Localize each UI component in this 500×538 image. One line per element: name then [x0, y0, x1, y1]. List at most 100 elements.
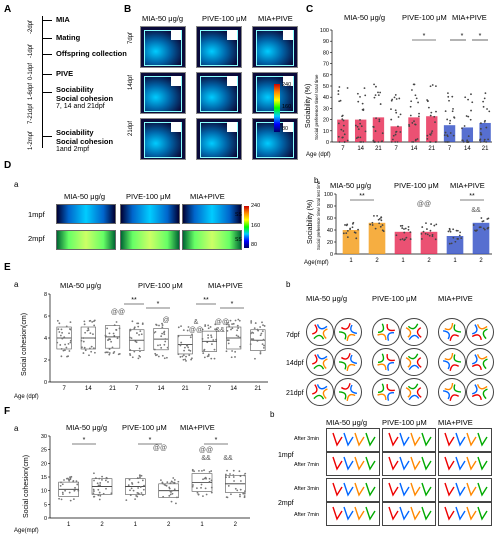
data-point [164, 340, 167, 343]
data-point [81, 346, 83, 349]
significance-mark: && [215, 327, 225, 334]
data-point [231, 327, 234, 330]
data-point [403, 231, 406, 234]
data-point [411, 89, 413, 91]
db-ylabel2: Social preference time/ total test time [316, 180, 321, 250]
data-point [396, 141, 399, 143]
data-point [59, 344, 62, 346]
c-group-title: MIA+PIVE [452, 13, 487, 22]
fb-group-title: MIA+PIVE [438, 418, 473, 427]
significance-mark: * [461, 33, 464, 40]
data-point [198, 469, 200, 472]
data-point [74, 486, 76, 489]
data-point [177, 335, 180, 338]
data-point [425, 222, 427, 225]
data-point [163, 343, 166, 346]
data-point [381, 224, 384, 226]
data-point [82, 337, 85, 339]
data-point [183, 349, 185, 352]
data-point [191, 333, 193, 336]
data-point [254, 357, 256, 360]
significance-mark: ** [203, 297, 209, 304]
data-point [142, 488, 145, 491]
data-point [226, 323, 228, 326]
data-point [488, 110, 491, 113]
data-point [138, 333, 140, 336]
fa-ylabel: Social cohesion(cm) [23, 455, 30, 518]
data-point [234, 350, 237, 353]
data-point [139, 476, 141, 479]
data-point [158, 324, 160, 327]
db-xlabel: Age(mpf) [304, 260, 329, 266]
data-point [115, 329, 118, 331]
data-point [483, 140, 486, 143]
bar [408, 117, 420, 142]
ea-xlabel: Age (dpf) [14, 394, 39, 400]
data-point [356, 125, 359, 128]
significance-mark: ** [131, 297, 137, 304]
heatmap-thumbnail [140, 118, 186, 160]
data-point [92, 333, 94, 336]
heatmap-thumbnail [252, 26, 298, 68]
b-row-label: 21dpf [128, 120, 134, 136]
db-ylabel: Sociability (%) [307, 200, 314, 244]
data-point [77, 489, 80, 492]
bar [446, 236, 464, 254]
data-point [113, 324, 116, 327]
event-cohesion-2: Social cohesion [56, 137, 114, 146]
data-point [209, 326, 212, 328]
data-point [403, 228, 405, 230]
bar [461, 127, 474, 142]
data-point [470, 93, 472, 96]
data-point [157, 355, 160, 358]
data-point [342, 232, 345, 235]
data-point [259, 326, 262, 328]
data-point [187, 346, 190, 349]
data-point [208, 470, 211, 473]
trajectory-arena [306, 378, 334, 406]
data-point [180, 325, 182, 328]
data-point [165, 356, 168, 359]
data-point [397, 116, 400, 118]
heatmap-strip [56, 204, 116, 224]
data-point [401, 224, 404, 227]
data-point [373, 96, 376, 99]
panel-label-b: B [124, 4, 132, 15]
data-point [193, 470, 196, 473]
panel-label-d: D [4, 160, 12, 171]
data-point [391, 138, 394, 141]
data-point [203, 356, 206, 359]
x-tick-label: 1 [453, 258, 457, 264]
heatmap-thumbnail [140, 72, 186, 114]
trajectory-tank [438, 502, 492, 526]
data-point [179, 344, 182, 347]
timeline-label: 1-6dpf [28, 82, 34, 100]
data-point [113, 334, 116, 337]
eb-row-label: 21dpf [286, 390, 304, 397]
data-point [434, 121, 436, 124]
data-point [418, 112, 420, 115]
data-point [411, 141, 413, 143]
data-point [180, 341, 183, 344]
data-point [138, 354, 141, 357]
data-point [204, 487, 207, 490]
data-point [214, 323, 217, 326]
data-point [431, 130, 434, 132]
data-point [455, 229, 458, 232]
data-point [342, 119, 345, 122]
heatmap-thumbnail [196, 26, 242, 68]
data-point [239, 336, 241, 339]
data-point [345, 232, 348, 235]
eb-row-label: 14dpf [286, 360, 304, 367]
data-point [210, 491, 213, 494]
ea-group-title: PIVE-100 μM [138, 281, 183, 290]
data-point [239, 493, 241, 496]
data-point [430, 132, 433, 134]
data-point [177, 326, 180, 329]
sublabel-fa: a [14, 424, 19, 433]
data-point [185, 344, 188, 347]
data-point [239, 475, 242, 478]
data-point [426, 233, 429, 236]
x-tick-label: 2 [479, 258, 483, 264]
data-point [153, 331, 156, 334]
